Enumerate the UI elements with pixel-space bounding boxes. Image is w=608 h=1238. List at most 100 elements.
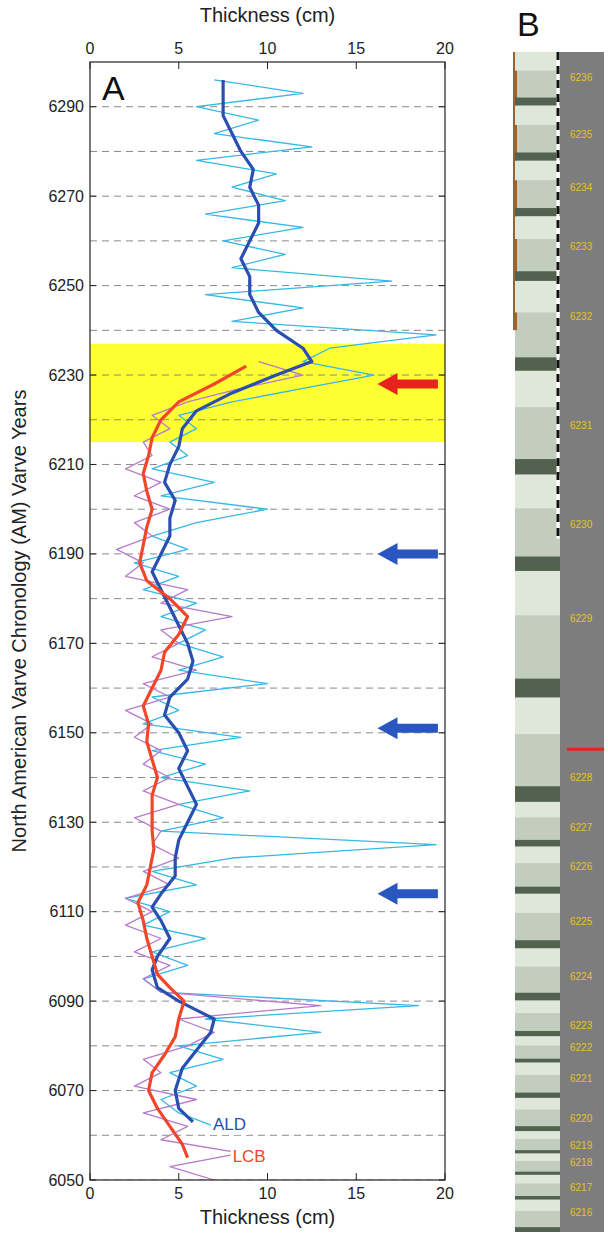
- varve-label: 6232: [570, 311, 593, 322]
- y-tick: [439, 911, 445, 912]
- label-patch: [211, 1114, 248, 1135]
- x-tick: [178, 62, 179, 69]
- x-tick: [267, 62, 268, 69]
- y-tick-label: 6150: [48, 724, 84, 741]
- y-tick-label: 6230: [48, 367, 84, 384]
- y-tick: [90, 643, 96, 644]
- y-tick: [439, 196, 445, 197]
- varve-dark: [515, 1031, 560, 1036]
- y-tick: [439, 822, 445, 823]
- varve-light: [515, 802, 560, 818]
- varve-light: [515, 216, 560, 239]
- series-label: ALD: [213, 1115, 246, 1134]
- y-tick: [439, 732, 445, 733]
- y-tick: [90, 106, 96, 107]
- y-tick: [90, 553, 96, 554]
- core-scale: [557, 52, 560, 539]
- varve-label: 6222: [570, 1042, 593, 1053]
- grid-line: [90, 643, 445, 644]
- x-tick: [356, 62, 357, 69]
- varve-label: 6236: [570, 72, 593, 83]
- figure: 6050607060906110613061506170619062106230…: [0, 0, 608, 1238]
- x-tick: [90, 1173, 91, 1180]
- panel-letter: A: [102, 69, 125, 107]
- y-tick: [439, 1180, 445, 1181]
- x-tick: [356, 1173, 357, 1180]
- y-tick: [439, 1090, 445, 1091]
- varve-light: [515, 475, 560, 509]
- arrow: [378, 717, 438, 739]
- varve-label: 6224: [570, 971, 593, 982]
- grid-line: [90, 464, 445, 465]
- series-label: LCB: [233, 1147, 266, 1166]
- annual-line: [117, 362, 321, 1180]
- plot-area: [90, 80, 445, 1180]
- core-image: 6236623562346233623262316230622962286227…: [513, 52, 604, 1232]
- y-tick: [439, 375, 445, 376]
- y-tick: [90, 1090, 96, 1091]
- varve-label: 6218: [570, 1157, 593, 1168]
- varve-light: [515, 1001, 560, 1014]
- varve-dark: [515, 940, 560, 948]
- varve-light: [515, 106, 560, 125]
- varve-label: 6216: [570, 1207, 593, 1218]
- varve-dark: [515, 357, 560, 370]
- varve-label: 6233: [570, 241, 593, 252]
- grid-line-minor: [90, 240, 445, 241]
- x-tick-label-top: 20: [436, 40, 454, 57]
- varve-label: 6225: [570, 916, 593, 927]
- varve-dark: [515, 98, 560, 106]
- y-tick: [90, 196, 96, 197]
- varve-dark: [515, 1150, 560, 1153]
- series-label-group: ALD: [211, 1114, 248, 1135]
- varve-label: 6235: [570, 129, 593, 140]
- varve-label: 6234: [570, 182, 593, 193]
- y-tick-label: 6210: [48, 456, 84, 473]
- y-tick: [90, 375, 96, 376]
- varve-label: 6227: [570, 822, 593, 833]
- x-axis-title: Thickness (cm): [200, 1206, 336, 1228]
- x-tick-label: 0: [86, 1185, 95, 1202]
- x-tick-label-top: 10: [259, 40, 277, 57]
- smoothed-line: [138, 366, 246, 1158]
- core-background: [560, 52, 604, 1232]
- x-tick: [445, 62, 446, 69]
- x-tick: [267, 1173, 268, 1180]
- varve-dark: [515, 679, 560, 698]
- x-tick-label-top: 0: [86, 40, 95, 57]
- grid-line: [90, 375, 445, 376]
- varve-light: [515, 1200, 560, 1211]
- y-tick-label: 6070: [48, 1082, 84, 1099]
- grid-line: [90, 911, 445, 912]
- varve-dark: [515, 1126, 560, 1131]
- varve-light: [515, 1154, 560, 1161]
- varve-label: 6221: [570, 1073, 593, 1084]
- y-tick: [90, 285, 96, 286]
- varve-dark: [515, 786, 560, 802]
- y-tick-label: 6270: [48, 188, 84, 205]
- plot-frame: [90, 62, 445, 1180]
- label-patch: [231, 1146, 268, 1167]
- highlight-band: [90, 344, 445, 442]
- x-tick: [445, 1173, 446, 1180]
- x-tick: [178, 1173, 179, 1180]
- varve-label: 6229: [570, 613, 593, 624]
- y-tick: [439, 464, 445, 465]
- y-tick-label: 6090: [48, 993, 84, 1010]
- arrow: [378, 883, 438, 905]
- grid-line-minor: [90, 688, 445, 689]
- x-tick-label: 10: [259, 1185, 277, 1202]
- y-tick: [90, 911, 96, 912]
- grid-line: [90, 1090, 445, 1091]
- varve-dark: [515, 1227, 560, 1232]
- varve-dark: [515, 459, 560, 475]
- core-body: [515, 52, 560, 1232]
- y-tick-label: 6110: [50, 903, 85, 920]
- y-tick: [90, 464, 96, 465]
- varve-dark: [515, 1172, 560, 1175]
- varve-dark: [515, 208, 560, 216]
- x-axis-title-top: Thickness (cm): [200, 4, 336, 26]
- grid-line-minor: [90, 330, 445, 331]
- varve-light: [515, 161, 560, 180]
- y-axis-title: North American Varve Chronology (AM) Var…: [8, 390, 30, 853]
